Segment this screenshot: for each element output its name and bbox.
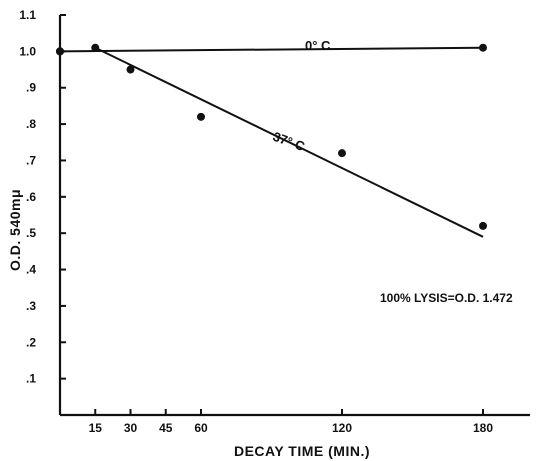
y-tick-label-4: .5 — [26, 226, 36, 240]
y-tick-label-7: .8 — [26, 117, 36, 131]
fit-line-0 — [59, 46, 484, 53]
y-axis-title: O.D. 540mμ — [7, 189, 23, 271]
fit-lines — [59, 46, 484, 238]
point-s0-1 — [91, 43, 100, 52]
y-tick-label-3: .4 — [26, 263, 36, 277]
point-s1-3 — [338, 149, 346, 158]
point-s1-0 — [56, 47, 64, 56]
point-s0-2 — [479, 43, 487, 52]
y-tick-label-1: .2 — [26, 335, 36, 349]
fit-line-1 — [94, 46, 484, 238]
axes — [58, 15, 530, 417]
y-tick-label-6: .7 — [26, 153, 36, 167]
x-axis-title: DECAY TIME (MIN.) — [234, 443, 370, 459]
point-s1-1 — [126, 65, 135, 74]
data-points — [56, 43, 487, 230]
x-tick-label-1: 30 — [124, 421, 138, 435]
y-tick-label-0: .1 — [26, 372, 36, 386]
y-tick-label-2: .3 — [26, 299, 36, 313]
series-label-0c: 0° C — [305, 38, 331, 53]
lysis-annotation: 100% LYSIS=O.D. 1.472 — [380, 291, 513, 305]
series-label-37c: 37° C — [271, 129, 307, 154]
x-tick-label-4: 120 — [332, 421, 352, 435]
x-tick-label-2: 45 — [159, 421, 173, 435]
y-tick-label-5: .6 — [26, 190, 36, 204]
y-ticks: .1 .2 .3 .4 .5 .6 .7 .8 .9 1.0 1.1 — [19, 8, 66, 386]
x-ticks: 15 30 45 60 120 180 — [89, 409, 493, 435]
x-tick-label-5: 180 — [473, 421, 493, 435]
x-tick-label-3: 60 — [194, 421, 208, 435]
y-tick-label-9: 1.0 — [19, 44, 36, 58]
point-s1-2 — [197, 112, 205, 121]
y-tick-label-8: .9 — [26, 81, 36, 95]
point-s1-4 — [479, 221, 487, 230]
y-tick-label-10: 1.1 — [19, 8, 36, 22]
x-tick-label-0: 15 — [89, 421, 103, 435]
